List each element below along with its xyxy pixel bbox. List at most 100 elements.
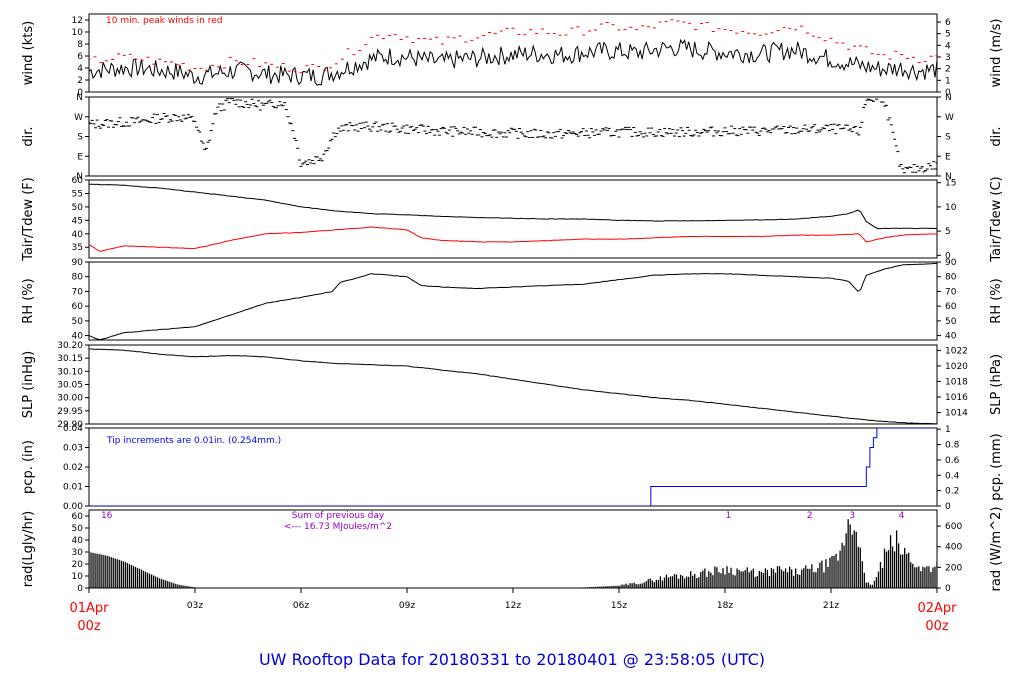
- left-tick-label: 10: [72, 572, 84, 582]
- left-tick-label: 0.04: [63, 424, 83, 434]
- left-tick-label: 40: [72, 536, 84, 546]
- right-tick-label: 10: [945, 203, 957, 213]
- right-tick-label: 0: [945, 502, 951, 512]
- radiation-sum-value: <--- 16.73 MJoules/m^2: [284, 522, 392, 532]
- panel-frame: [88, 261, 938, 341]
- right-tick-label: 600: [945, 522, 962, 532]
- right-tick-label: 5: [945, 227, 951, 237]
- left-tick-label: 40: [72, 230, 84, 240]
- right-tick-label: 0.2: [945, 487, 959, 497]
- left-tick-label: S: [77, 133, 83, 143]
- left-tick-label: 45: [72, 216, 83, 226]
- peak-wind-note: 10 min. peak winds in red: [106, 16, 223, 26]
- plot-area: [89, 428, 937, 506]
- right-tick-label: 40: [945, 332, 957, 342]
- right-tick-label: 70: [945, 287, 957, 297]
- right-tick-label: 1022: [945, 346, 968, 356]
- panel-rh: 40 50 60 70 80 90 40 50 60 70 80 90 RH (%) RH (%): [21, 258, 1004, 342]
- series-air-temperature: [89, 183, 937, 230]
- y-axis-label-left: RH (%): [21, 278, 36, 323]
- y-axis-label-right: pcp. (mm): [989, 433, 1004, 500]
- left-tick-label: 50: [72, 524, 84, 534]
- y-axis-label-right: Tair/Tdew (C): [989, 176, 1004, 262]
- left-tick-label: 60: [72, 302, 84, 312]
- y-axis-label-right: SLP (hPa): [989, 354, 1004, 415]
- panel-frame: [88, 179, 938, 259]
- left-tick-label: 30.10: [57, 367, 83, 377]
- day-marker: 1: [726, 511, 732, 521]
- left-tick-label: 80: [72, 273, 84, 283]
- x-tick-label: 03z: [187, 601, 203, 611]
- left-tick-label: 0.03: [63, 444, 83, 454]
- day-marker: 3: [849, 511, 855, 521]
- tip-increment-note: Tip increments are 0.01in. (0.254mm.): [106, 436, 281, 446]
- x-tick-label: 18z: [717, 601, 733, 611]
- right-tick-label: 90: [945, 258, 957, 268]
- right-tick-label: 4: [945, 41, 951, 51]
- left-tick-label: 0.00: [63, 502, 83, 512]
- y-axis-label-left: wind (kts): [21, 21, 36, 85]
- x-tick-label: 06z: [293, 601, 309, 611]
- y-axis-label-left: pcp. (in): [21, 440, 36, 494]
- x-tick-label: 15z: [611, 601, 627, 611]
- plot-area: [89, 19, 937, 86]
- plot-area: [89, 183, 937, 252]
- left-tick-label: 6: [77, 52, 83, 62]
- plot-area: [89, 262, 937, 340]
- chart-title: UW Rooftop Data for 20180331 to 20180401…: [259, 650, 765, 669]
- left-tick-label: 55: [72, 189, 83, 199]
- series-wind-speed: [89, 38, 937, 86]
- left-tick-label: 90: [72, 258, 84, 268]
- right-tick-label: N: [945, 172, 952, 182]
- day-marker: 4: [899, 511, 905, 521]
- right-tick-label: 50: [945, 317, 957, 327]
- left-tick-label: N: [76, 172, 83, 182]
- right-tick-label: S: [945, 133, 951, 143]
- right-tick-label: 6: [945, 18, 951, 28]
- left-tick-label: 35: [72, 243, 83, 253]
- right-tick-label: 60: [945, 302, 957, 312]
- left-tick-label: 0.01: [63, 483, 83, 493]
- left-tick-label: 12: [72, 16, 83, 26]
- y-axis-label-left: rad(Lgly/hr): [21, 511, 36, 587]
- x-end-time: 00z: [925, 619, 949, 634]
- left-tick-label: 29.90: [57, 420, 83, 430]
- left-tick-label: 20: [72, 560, 84, 570]
- right-tick-label: 80: [945, 273, 957, 283]
- right-tick-label: 1: [945, 425, 951, 435]
- right-tick-label: 0.6: [945, 456, 960, 466]
- right-tick-label: 2: [945, 65, 951, 75]
- left-tick-label: 30.15: [57, 354, 83, 364]
- x-tick-label: 12z: [505, 601, 521, 611]
- left-tick-label: 0: [77, 584, 83, 594]
- right-tick-label: 0.8: [945, 441, 960, 451]
- left-tick-label: 29.95: [57, 407, 83, 417]
- panel-frame: [88, 96, 938, 177]
- right-tick-label: 0: [945, 584, 951, 594]
- right-tick-label: N: [945, 93, 952, 103]
- y-axis-label-left: SLP (inHg): [21, 351, 36, 419]
- right-tick-label: 1014: [945, 409, 968, 419]
- right-tick-label: 1020: [945, 362, 968, 372]
- right-tick-label: 0: [945, 251, 951, 261]
- left-tick-label: 50: [72, 317, 84, 327]
- y-axis-label-left: Tair/Tdew (F): [21, 177, 36, 262]
- left-tick-label: 0.02: [63, 463, 83, 473]
- right-tick-label: 1: [945, 76, 951, 86]
- x-tick-label: 09z: [399, 601, 415, 611]
- day-marker: 2: [807, 511, 813, 521]
- series-precipitation: [89, 428, 937, 506]
- right-tick-label: 1018: [945, 377, 968, 387]
- plot-area: [89, 519, 937, 588]
- left-tick-label: 10: [72, 28, 84, 38]
- series-sea-level-pressure: [89, 348, 937, 424]
- left-tick-label: 30.20: [57, 341, 83, 351]
- panel-slp: 29.90 29.95 30.00 30.05 30.10 30.15 30.20 1014 1…: [21, 341, 1004, 430]
- left-tick-label: E: [77, 152, 83, 162]
- plot-area: [89, 348, 937, 424]
- right-tick-label: 1016: [945, 393, 968, 403]
- right-tick-label: 5: [945, 30, 951, 40]
